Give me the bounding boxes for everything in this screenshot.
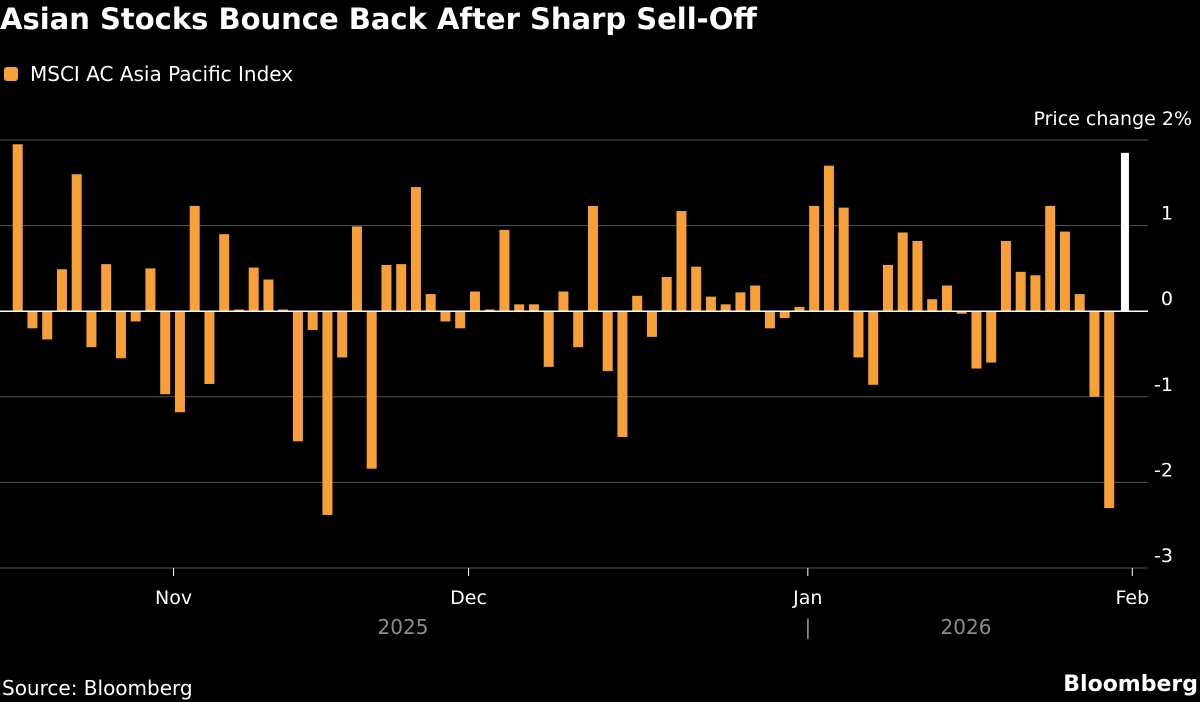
bar [986,311,997,363]
bar [1074,294,1085,312]
bar [86,311,97,348]
bar [794,306,805,312]
bar [469,291,480,312]
bar [632,295,643,312]
bar [351,226,362,312]
x-tick-label: Feb [1116,587,1150,609]
bar [602,311,613,372]
bar [56,269,67,312]
bar [366,311,377,469]
bar [145,268,156,312]
bar [204,311,215,384]
bar [779,311,790,319]
bar [1104,311,1115,509]
bar [809,205,820,312]
bar [558,291,569,312]
y-tick-label: -2 [1154,459,1173,481]
x-tick-label: Dec [450,587,487,609]
bar [278,309,289,312]
y-tick-label: -3 [1154,545,1173,567]
y-tick-label: 1 [1161,203,1173,225]
bar [676,211,687,312]
bar [219,234,230,312]
bar [735,292,746,312]
bar [897,232,908,312]
y-tick-label: -1 [1154,374,1173,396]
bar [1030,275,1041,312]
bar [823,165,834,312]
bar [381,264,392,312]
bar [1089,311,1100,397]
bar [587,205,598,312]
x-tick-label: Nov [155,587,192,609]
unit-label: Price change 2% [1033,108,1193,130]
bar [853,311,864,358]
x-tick-label: Jan [792,587,822,609]
bar [838,207,849,312]
bar [425,294,436,312]
bar [189,205,200,312]
bar [42,311,53,340]
bar [115,311,126,359]
bar [941,285,952,312]
legend-label: MSCI AC Asia Pacific Index [30,62,294,86]
bar [750,285,761,312]
bar [971,311,982,369]
bar [1059,231,1070,312]
bar [233,309,244,312]
bar [956,311,967,314]
bar [1045,205,1056,312]
bar [543,311,554,367]
bar [396,264,407,312]
bar [868,311,879,385]
bar [12,144,23,312]
bar [528,304,539,312]
bar [927,299,938,312]
bar [514,304,525,312]
bar [661,276,672,312]
source-note: Source: Bloomberg [2,676,193,700]
bar [646,311,657,337]
latest-bar [1120,152,1129,312]
bar [27,311,38,329]
bar [263,279,274,312]
bar [720,304,731,312]
bar [160,311,171,395]
bar [455,311,466,329]
bar [764,311,775,329]
bar [484,309,495,312]
bar [337,311,348,358]
year-label: 2026 [941,615,992,639]
bar [322,311,333,515]
bar [1000,241,1011,312]
legend-swatch [4,67,18,81]
bar [248,267,259,312]
y-tick-label: 0 [1161,288,1173,310]
bar [912,241,923,312]
bar [691,266,702,312]
bar [705,296,716,312]
legend: MSCI AC Asia Pacific Index [4,62,293,86]
bar [101,264,112,312]
chart-title: Asian Stocks Bounce Back After Sharp Sel… [0,2,757,36]
bar [71,174,82,312]
bar [882,264,893,312]
bar [410,187,421,312]
bar [573,311,584,348]
year-separator: | [804,615,811,639]
bar [499,229,510,312]
year-label: 2025 [378,615,429,639]
bar [617,311,628,438]
bar [130,311,141,322]
bar [1015,271,1026,312]
bar [292,311,303,442]
bar [174,311,185,413]
bar [440,311,451,322]
bar [307,311,318,331]
bloomberg-logo: Bloomberg [1063,672,1198,697]
